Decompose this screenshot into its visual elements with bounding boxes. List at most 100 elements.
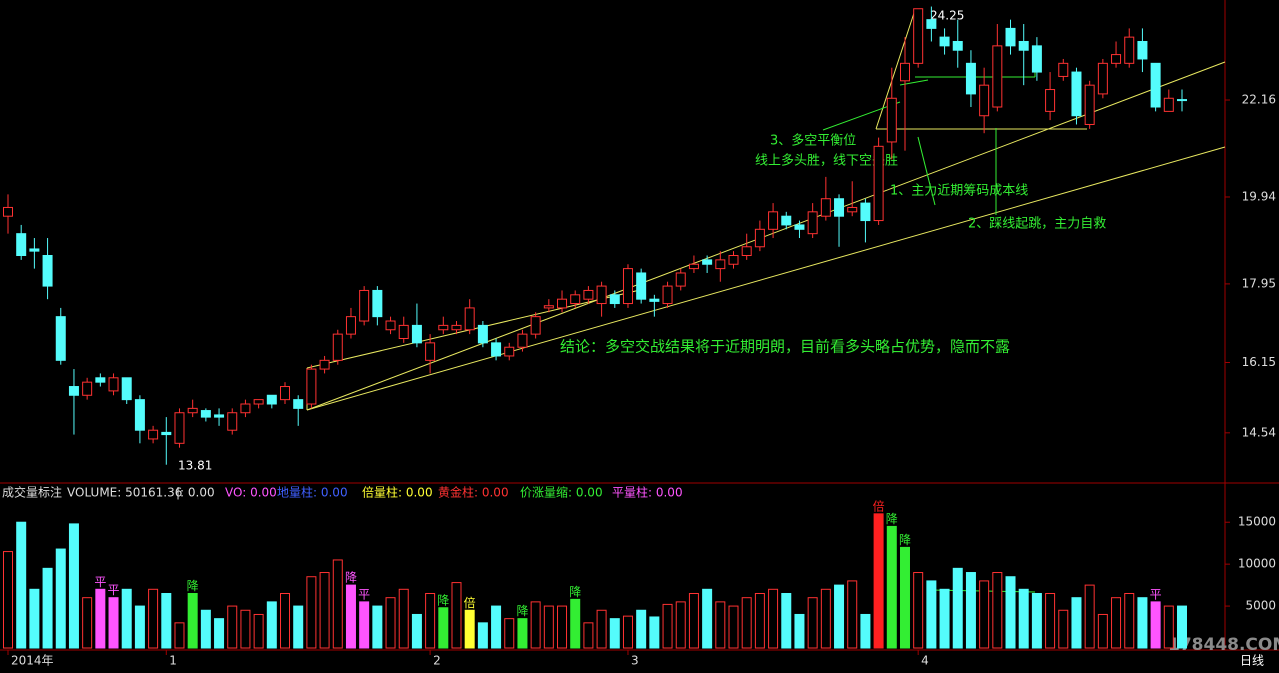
y-tick-label: 17.95	[1242, 276, 1276, 290]
volume-bar	[1097, 613, 1108, 649]
low-label: 13.81	[178, 459, 212, 473]
volume-bar	[820, 588, 831, 649]
volume-bar	[161, 592, 172, 649]
volume-bar	[293, 605, 304, 649]
volume-bar	[1005, 576, 1016, 649]
volume-bar	[1150, 601, 1161, 649]
volume-bar	[385, 597, 396, 649]
candle-body	[504, 346, 515, 357]
annotation: 3、多空平衡位	[770, 133, 856, 149]
candle-body	[794, 224, 805, 230]
volume-bar	[55, 548, 66, 649]
volume-bar	[781, 592, 792, 649]
volume-bar	[3, 551, 13, 649]
volume-bar	[741, 597, 752, 649]
candle-body	[570, 294, 581, 305]
candle-body	[1071, 71, 1082, 117]
arrow	[917, 136, 936, 206]
candle-body	[293, 399, 304, 409]
volume-bar	[979, 580, 990, 649]
candle-body	[952, 40, 963, 51]
candle-body	[649, 298, 660, 302]
conclusion: 结论：多空交战结果将于近期明朗，目前看多头略占优势，隐而不露	[560, 338, 1010, 356]
volume-tag: 平	[1150, 587, 1162, 601]
candle-body	[425, 342, 436, 361]
candle-body	[1058, 62, 1069, 77]
trend-line	[875, 9, 916, 130]
volume-tag: 倍	[464, 595, 476, 610]
candle-body	[609, 294, 620, 305]
volume-bar	[29, 588, 40, 649]
volume-bar	[134, 605, 145, 649]
volume-bar	[398, 588, 409, 649]
candle-body	[899, 62, 910, 82]
candle-body	[622, 268, 633, 305]
volume-bar	[359, 601, 370, 649]
candle-body	[214, 414, 225, 418]
volume-tag: 降	[899, 533, 911, 547]
volume-bar	[345, 584, 356, 649]
candle-body	[926, 19, 937, 29]
y-tick-label: 5000	[1245, 599, 1276, 613]
volume-bar	[187, 592, 198, 649]
candle-body	[834, 198, 845, 217]
y-tick-label: 19.94	[1242, 189, 1276, 203]
candle-body	[491, 342, 502, 357]
candle-body	[1097, 62, 1108, 95]
volume-bar	[807, 597, 818, 649]
candle-body	[95, 377, 106, 383]
volume-tag: 降	[569, 585, 581, 599]
candle-body	[398, 324, 409, 339]
volume-tag: 倍	[873, 498, 885, 513]
trend-line	[306, 146, 1226, 411]
candle-body	[438, 324, 449, 331]
candle-body	[847, 206, 858, 213]
volume-tag: 降	[345, 571, 357, 585]
annotation: 线上多头胜，线下空头胜	[755, 153, 898, 169]
candle-body	[187, 407, 198, 414]
volume-bar	[108, 597, 119, 649]
volume-bar	[332, 559, 343, 649]
volume-bar	[557, 605, 568, 649]
volume-bar	[491, 605, 502, 649]
candle-body	[464, 307, 475, 331]
volume-bar	[754, 592, 765, 649]
volume-tag: 降	[437, 593, 449, 607]
volume-tag: 平	[108, 583, 120, 597]
volume-bar	[1111, 597, 1122, 649]
candle-body	[108, 377, 119, 392]
volume-bar	[965, 572, 976, 649]
candle-body	[451, 324, 462, 331]
volume-bar	[794, 613, 805, 649]
y-tick-label: 22.16	[1242, 93, 1276, 107]
candle-body	[992, 45, 1003, 108]
indicator-value: VO: 0.00	[225, 486, 277, 500]
volume-bar	[148, 588, 159, 649]
volume-tag: 平	[94, 575, 106, 589]
candle-body	[306, 368, 317, 405]
candle-body	[319, 359, 330, 370]
candle-body	[16, 233, 27, 257]
candle-body	[543, 305, 554, 309]
candle-body	[477, 324, 488, 344]
candle-body	[174, 412, 185, 444]
volume-bar	[1018, 588, 1029, 649]
volume-bar	[688, 592, 699, 649]
y-tick-label: 15000	[1238, 515, 1276, 529]
volume-bar	[1137, 597, 1148, 649]
indicator-value: 地量柱: 0.00	[277, 485, 348, 500]
candle-body	[29, 248, 40, 252]
candle-body	[385, 320, 396, 331]
candle-body	[1018, 40, 1029, 51]
volume-bar	[596, 609, 607, 649]
candle-body	[807, 211, 818, 235]
volume-bar	[609, 618, 620, 649]
volume-bar	[570, 598, 581, 649]
candle-body	[781, 215, 792, 226]
volume-bar	[121, 588, 132, 649]
volume-bar	[68, 523, 79, 649]
y-tick-label: 16.15	[1242, 355, 1276, 369]
volume-bar	[939, 588, 950, 649]
indicator-value: 倍量柱: 0.00	[362, 485, 433, 500]
